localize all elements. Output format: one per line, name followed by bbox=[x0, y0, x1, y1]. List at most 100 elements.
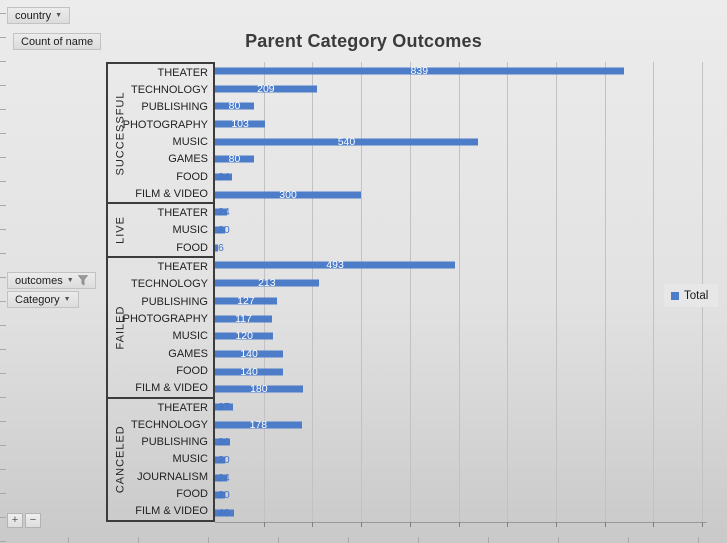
bar-film-video[interactable] bbox=[215, 509, 235, 517]
category-label: THEATER bbox=[157, 261, 208, 274]
data-label: 24 bbox=[218, 206, 230, 219]
bar-technology[interactable] bbox=[215, 279, 319, 287]
value-gridline bbox=[312, 62, 314, 522]
category-label: GAMES bbox=[168, 153, 208, 166]
bar-food[interactable] bbox=[215, 491, 225, 499]
worksheet-column-tick bbox=[488, 537, 489, 543]
chevron-down-icon: ▼ bbox=[66, 277, 74, 284]
minus-icon: − bbox=[29, 514, 37, 526]
category-label: THEATER bbox=[157, 207, 208, 220]
bar-publishing[interactable] bbox=[215, 102, 254, 110]
field-button-count-of-name-label: Count of name bbox=[21, 35, 94, 48]
data-label: 178 bbox=[249, 418, 268, 431]
bar-row: 180 bbox=[215, 380, 717, 398]
bar-row: 300 bbox=[215, 186, 717, 204]
bar-row: 493 bbox=[215, 257, 717, 275]
bar-row: 140 bbox=[215, 363, 717, 381]
bar-film-video[interactable] bbox=[215, 191, 362, 199]
bar-technology[interactable] bbox=[215, 421, 302, 429]
bar-journalism[interactable] bbox=[215, 474, 227, 482]
value-gridline bbox=[361, 62, 363, 522]
category-label: FILM & VIDEO bbox=[135, 382, 208, 395]
data-label: 209 bbox=[257, 82, 275, 95]
value-gridline bbox=[653, 62, 655, 522]
value-axis-tick bbox=[409, 522, 411, 527]
outcome-label: FAILED bbox=[114, 305, 127, 350]
field-button-outcomes-label: outcomes bbox=[15, 274, 63, 287]
value-axis-tick bbox=[507, 522, 509, 527]
bar-group-failed: 493 213 127 117 120 140 140 180 bbox=[215, 257, 717, 399]
outcome-label: CANCELED bbox=[114, 425, 127, 494]
bar-row: 24 bbox=[215, 469, 717, 487]
value-axis-line bbox=[215, 522, 707, 523]
bar-row: 127 bbox=[215, 292, 717, 310]
bar-photography[interactable] bbox=[215, 315, 272, 323]
bar-row: 839 bbox=[215, 62, 717, 80]
worksheet-row-tick bbox=[0, 469, 6, 470]
bar-music[interactable] bbox=[215, 456, 225, 464]
worksheet-row-tick bbox=[0, 205, 6, 206]
category-label: FOOD bbox=[176, 488, 208, 501]
category-label: FOOD bbox=[176, 170, 208, 183]
bar-row: 178 bbox=[215, 416, 717, 434]
data-label: 30 bbox=[218, 436, 230, 449]
worksheet-row-tick bbox=[0, 61, 6, 62]
bar-food[interactable] bbox=[215, 244, 218, 252]
bar-film-video[interactable] bbox=[215, 385, 303, 393]
bar-group-successful: 839 209 80 103 540 80 34 300 bbox=[215, 62, 717, 204]
bar-games[interactable] bbox=[215, 350, 284, 358]
category-label: TECHNOLOGY bbox=[130, 83, 208, 96]
bar-food[interactable] bbox=[215, 173, 232, 181]
category-label: JOURNALISM bbox=[137, 470, 208, 483]
bar-row: 209 bbox=[215, 80, 717, 98]
bar-row: 30 bbox=[215, 434, 717, 452]
bar-theater[interactable] bbox=[215, 208, 227, 216]
worksheet-row-tick bbox=[0, 253, 6, 254]
worksheet-row-tick bbox=[0, 133, 6, 134]
bar-row: 80 bbox=[215, 97, 717, 115]
category-label: PUBLISHING bbox=[141, 436, 208, 449]
chevron-down-icon: ▼ bbox=[55, 12, 63, 19]
bar-publishing[interactable] bbox=[215, 297, 277, 305]
category-label: PUBLISHING bbox=[141, 295, 208, 308]
value-gridline bbox=[458, 62, 460, 522]
bar-music[interactable] bbox=[215, 138, 478, 146]
category-label: MUSIC bbox=[172, 135, 208, 148]
data-label: 120 bbox=[235, 329, 253, 342]
chart-legend: Total bbox=[664, 284, 718, 307]
bar-music[interactable] bbox=[215, 332, 274, 340]
bar-publishing[interactable] bbox=[215, 438, 230, 446]
bar-photography[interactable] bbox=[215, 120, 266, 128]
category-label: FOOD bbox=[176, 364, 208, 377]
bar-row: 37 bbox=[215, 398, 717, 416]
legend-label-total: Total bbox=[684, 289, 709, 302]
worksheet-row-tick bbox=[0, 277, 6, 278]
bar-theater[interactable] bbox=[215, 403, 234, 411]
worksheet-row-tick bbox=[0, 325, 6, 326]
bar-theater[interactable] bbox=[215, 67, 624, 75]
bar-group-live: 24 20 6 bbox=[215, 204, 717, 257]
value-axis-tick bbox=[604, 522, 606, 527]
category-label: PHOTOGRAPHY bbox=[122, 312, 208, 325]
bar-row: 24 bbox=[215, 204, 717, 222]
bar-games[interactable] bbox=[215, 155, 254, 163]
data-label: 140 bbox=[240, 347, 258, 360]
field-button-count-of-name[interactable]: Count of name bbox=[13, 33, 102, 50]
field-button-outcomes[interactable]: outcomes ▼ bbox=[7, 272, 96, 289]
bar-theater[interactable] bbox=[215, 261, 456, 269]
expand-field-button[interactable]: + bbox=[7, 513, 23, 528]
worksheet-column-tick bbox=[348, 537, 349, 543]
category-label: MUSIC bbox=[172, 453, 208, 466]
field-button-country[interactable]: country ▼ bbox=[7, 7, 71, 24]
data-label: 6 bbox=[218, 241, 224, 254]
category-label: TECHNOLOGY bbox=[130, 278, 208, 291]
bar-row: 20 bbox=[215, 487, 717, 505]
category-label: FILM & VIDEO bbox=[135, 505, 208, 518]
plot-area: 839 209 80 103 540 80 34 300 24 20 6 493 213 127 117 12… bbox=[215, 62, 717, 522]
bar-music[interactable] bbox=[215, 226, 225, 234]
bar-food[interactable] bbox=[215, 368, 284, 376]
collapse-field-button[interactable]: − bbox=[25, 513, 41, 528]
field-button-category[interactable]: Category ▼ bbox=[7, 291, 79, 308]
bar-technology[interactable] bbox=[215, 85, 317, 93]
